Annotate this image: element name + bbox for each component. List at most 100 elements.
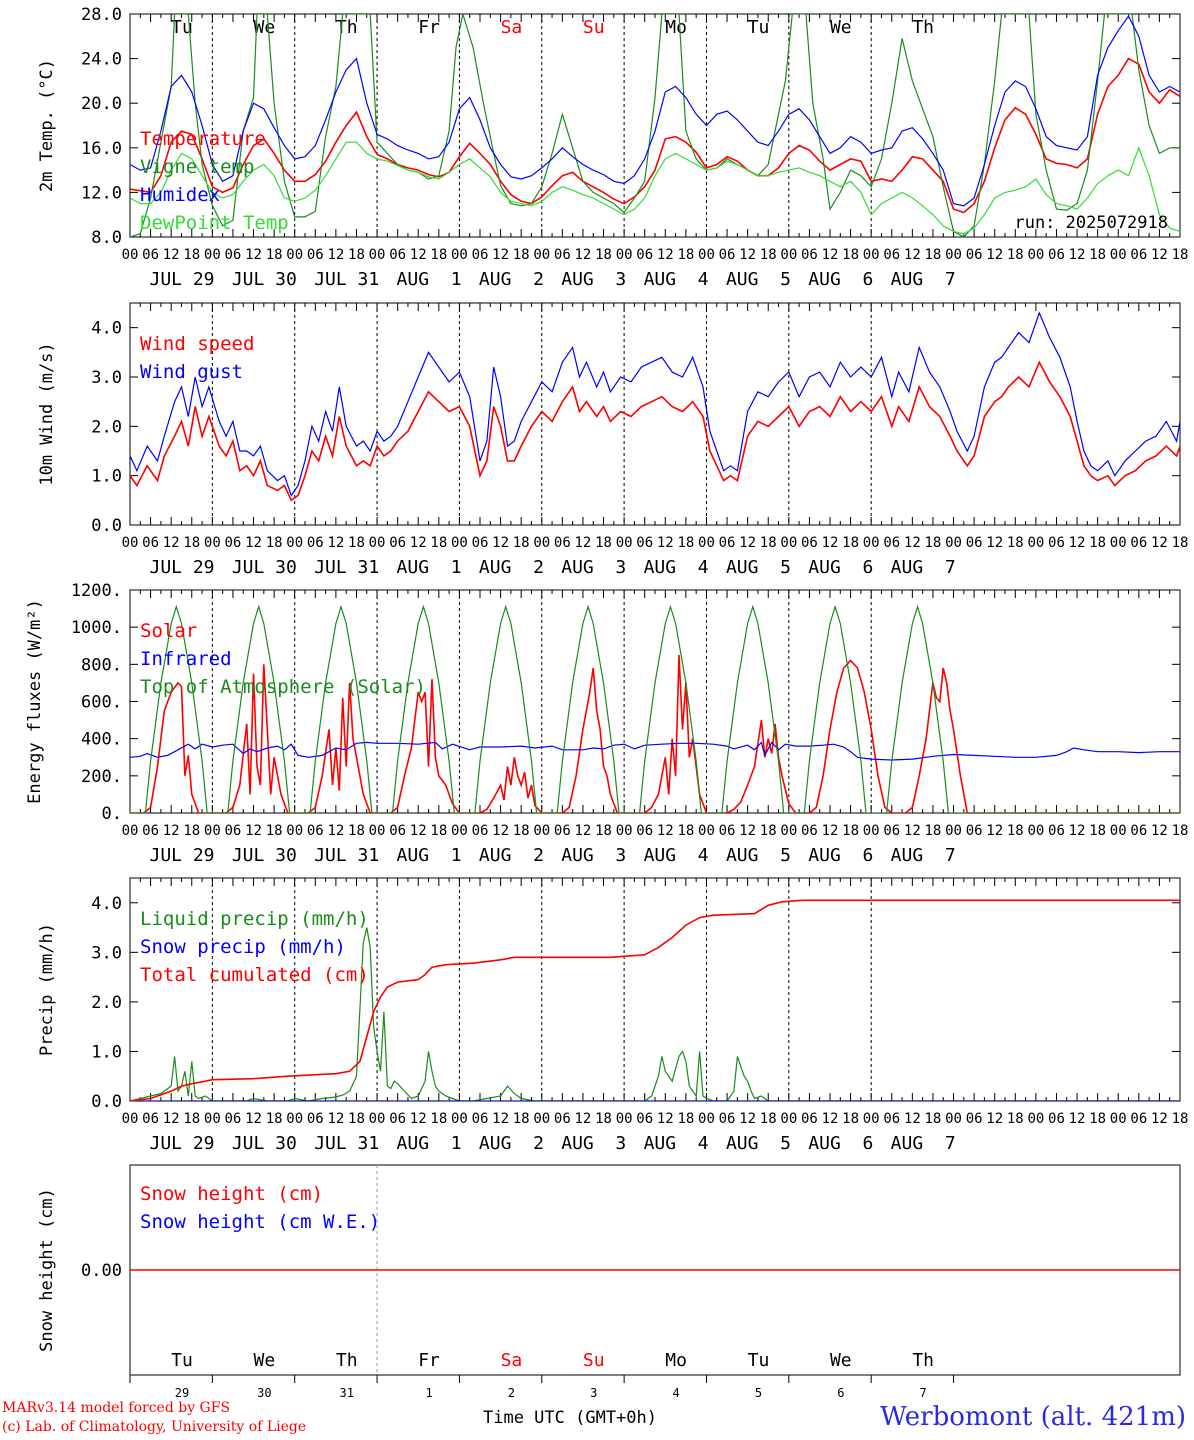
hour-tick-label: 18: [1172, 823, 1189, 839]
weekday-label: Th: [912, 17, 934, 38]
hour-tick-label: 06: [472, 535, 489, 551]
date-label: AUG 6: [808, 845, 873, 866]
legend-entry: Vigne temp: [140, 156, 254, 178]
hour-tick-label: 18: [677, 1111, 694, 1127]
hour-tick-label: 12: [245, 535, 262, 551]
weekday-label: Sa: [501, 17, 523, 38]
y-tick-label: 0.0: [91, 516, 122, 536]
hour-tick-label: 00: [286, 1111, 303, 1127]
hour-tick-label: 18: [266, 247, 283, 263]
hour-tick-label: 18: [183, 1111, 200, 1127]
weekday-label: Tu: [748, 1350, 770, 1371]
hour-tick-label: 12: [492, 535, 509, 551]
hour-tick-label: 00: [698, 1111, 715, 1127]
hour-tick-label: 06: [142, 1111, 159, 1127]
hour-tick-label: 06: [966, 535, 983, 551]
date-label: AUG 3: [561, 269, 626, 290]
hour-tick-label: 18: [842, 1111, 859, 1127]
hour-tick-label: 12: [739, 535, 756, 551]
hour-tick-label: 06: [142, 535, 159, 551]
legend-entry: Wind speed: [140, 333, 254, 355]
hour-tick-label: 00: [698, 247, 715, 263]
date-label: AUG 7: [891, 845, 956, 866]
hour-tick-label: 00: [945, 1111, 962, 1127]
hour-tick-label: 00: [616, 535, 633, 551]
y-tick-label: 600.: [81, 693, 122, 713]
hour-tick-label: 12: [410, 247, 427, 263]
y-tick-label: 1200.: [71, 581, 122, 601]
hour-tick-label: 18: [183, 247, 200, 263]
hour-tick-label: 00: [616, 823, 633, 839]
y-tick-label: 1000.: [71, 618, 122, 638]
weekday-label: Mo: [665, 17, 687, 38]
y-axis-label: 2m Temp. (°C): [37, 59, 57, 192]
hour-tick-label: 18: [430, 1111, 447, 1127]
series-line-total-cumulated-cm: [130, 899, 1180, 1101]
hour-tick-label: 12: [822, 535, 839, 551]
hour-tick-label: 06: [225, 823, 242, 839]
hour-tick-label: 06: [554, 823, 571, 839]
legend-entry: Snow precip (mm/h): [140, 936, 346, 958]
hour-tick-label: 12: [163, 823, 180, 839]
hour-tick-label: 06: [225, 1111, 242, 1127]
hour-tick-label: 18: [183, 823, 200, 839]
hour-tick-label: 00: [533, 823, 550, 839]
hour-tick-label: 00: [451, 823, 468, 839]
hour-tick-label: 06: [225, 247, 242, 263]
series-line-dewpoint-temp: [130, 141, 1180, 235]
hour-tick-label: 12: [739, 1111, 756, 1127]
date-label: AUG 2: [479, 1133, 544, 1154]
hour-tick-label: 12: [1069, 247, 1086, 263]
hour-tick-label: 06: [883, 823, 900, 839]
hour-tick-label: 00: [1027, 247, 1044, 263]
date-label: AUG 4: [644, 557, 709, 578]
hour-tick-label: 00: [780, 535, 797, 551]
day-number-label: 6: [837, 1386, 844, 1400]
hour-tick-label: 18: [513, 823, 530, 839]
hour-tick-label: 12: [1151, 1111, 1168, 1127]
hour-tick-label: 18: [513, 247, 530, 263]
hour-tick-label: 12: [575, 823, 592, 839]
date-label: AUG 2: [479, 269, 544, 290]
hour-tick-label: 00: [122, 1111, 139, 1127]
series-line-liquid-precip-mm-h: [130, 927, 1180, 1101]
hour-tick-label: 18: [430, 535, 447, 551]
hour-tick-label: 06: [719, 823, 736, 839]
weekday-label: Th: [912, 1350, 934, 1371]
hour-tick-label: 12: [575, 535, 592, 551]
hour-tick-label: 06: [389, 247, 406, 263]
weekday-label: Th: [336, 17, 358, 38]
weekday-label: Su: [583, 17, 605, 38]
y-axis-label: 10m Wind (m/s): [37, 342, 57, 485]
day-number-label: 1: [425, 1386, 432, 1400]
hour-tick-label: 18: [1089, 823, 1106, 839]
y-tick-label: 16.0: [81, 139, 122, 159]
hour-tick-label: 00: [1027, 1111, 1044, 1127]
hour-tick-label: 00: [369, 1111, 386, 1127]
hour-tick-label: 06: [1048, 535, 1065, 551]
hour-tick-label: 18: [513, 535, 530, 551]
hour-tick-label: 06: [389, 823, 406, 839]
lab-credit: (c) Lab. of Climatology, University of L…: [2, 1419, 307, 1435]
hour-tick-label: 06: [719, 535, 736, 551]
hour-tick-label: 12: [739, 247, 756, 263]
hour-tick-label: 12: [904, 247, 921, 263]
hour-tick-label: 00: [286, 247, 303, 263]
series-line-top-of-atmosphere-solar: [130, 604, 1180, 813]
hour-tick-label: 06: [307, 1111, 324, 1127]
hour-tick-label: 00: [780, 823, 797, 839]
hour-tick-label: 18: [1172, 247, 1189, 263]
hour-tick-label: 00: [533, 1111, 550, 1127]
hour-tick-label: 12: [492, 247, 509, 263]
hour-tick-label: 18: [348, 535, 365, 551]
hour-tick-label: 18: [1007, 823, 1024, 839]
hour-tick-label: 06: [1048, 823, 1065, 839]
hour-tick-label: 00: [1110, 247, 1127, 263]
date-label: JUL 30: [232, 845, 297, 866]
legend-entry: Top of Atmosphere (Solar): [140, 676, 426, 698]
hour-tick-label: 12: [327, 1111, 344, 1127]
date-label: AUG 3: [561, 1133, 626, 1154]
hour-tick-label: 12: [822, 823, 839, 839]
y-tick-label: 0.00: [81, 1261, 122, 1281]
